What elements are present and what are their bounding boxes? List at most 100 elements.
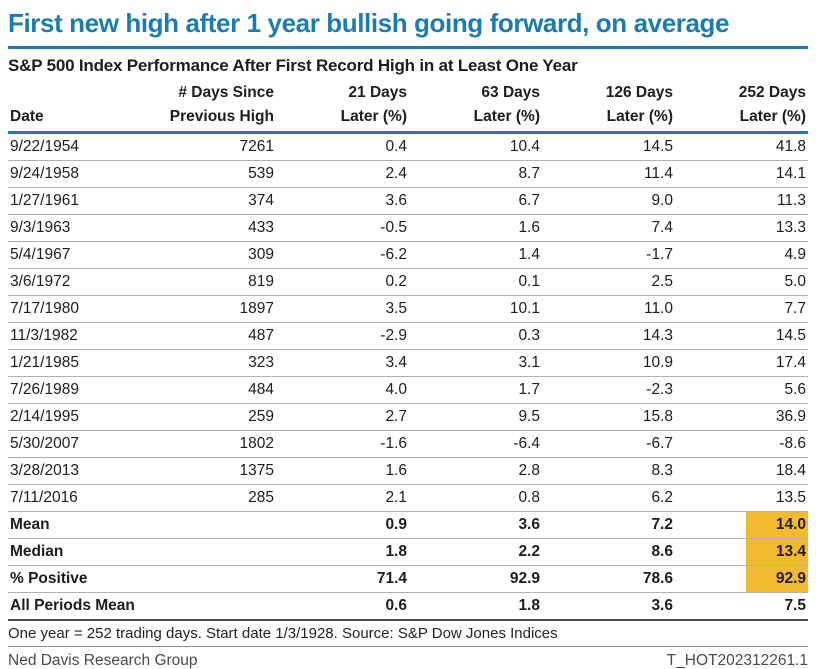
value-cell: 14.1 (675, 160, 808, 188)
value-cell: 4.9 (675, 241, 808, 269)
table-row: 1/27/1961 374 3.6 6.7 9.0 11.3 (8, 187, 808, 215)
value-cell: 6.2 (542, 484, 675, 512)
col-header-21d-top: 21 Days (348, 84, 407, 101)
value-cell: 5.0 (675, 268, 808, 296)
date-cell: 9/22/1954 (8, 132, 146, 161)
value-cell: -1.7 (542, 241, 675, 269)
date-cell: 11/3/1982 (8, 322, 146, 350)
value-cell: 285 (146, 484, 276, 512)
value-cell: 2.7 (276, 403, 409, 431)
value-cell: 2.5 (542, 268, 675, 296)
page-title: First new high after 1 year bullish goin… (8, 8, 730, 38)
value-cell: 4.0 (276, 376, 409, 404)
footnote: One year = 252 trading days. Start date … (8, 621, 808, 647)
value-cell: -6.7 (542, 430, 675, 458)
summary-value-cell: 2.2 (409, 538, 542, 566)
value-cell: -2.9 (276, 322, 409, 350)
table-row: 2/14/1995 259 2.7 9.5 15.8 36.9 (8, 403, 808, 431)
date-cell: 3/6/1972 (8, 268, 146, 296)
value-cell: 8.7 (409, 160, 542, 188)
value-cell: 0.1 (409, 268, 542, 296)
footer: Ned Davis Research Group T_HOT202312261.… (8, 647, 808, 669)
value-cell: 13.3 (675, 214, 808, 242)
summary-row: Median 1.8 2.2 8.6 13.4 (8, 538, 808, 566)
table-row: 9/3/1963 433 -0.5 1.6 7.4 13.3 (8, 214, 808, 242)
value-cell: -1.6 (276, 430, 409, 458)
value-cell: 3.1 (409, 349, 542, 377)
value-cell: 259 (146, 403, 276, 431)
value-cell: 17.4 (675, 349, 808, 377)
summary-value-cell: 92.9 (409, 565, 542, 593)
value-cell: 36.9 (675, 403, 808, 431)
value-cell: 1.7 (409, 376, 542, 404)
value-cell: 14.3 (542, 322, 675, 350)
value-cell: 3.4 (276, 349, 409, 377)
table-row: 7/17/1980 1897 3.5 10.1 11.0 7.7 (8, 295, 808, 323)
value-cell: 14.5 (675, 322, 808, 350)
value-cell: 433 (146, 214, 276, 242)
value-cell: 11.3 (675, 187, 808, 215)
value-cell: 13.5 (675, 484, 808, 512)
header-row-1: # Days Since 21 Days 63 Days 126 Days 25… (8, 80, 808, 104)
table-header: # Days Since 21 Days 63 Days 126 Days 25… (8, 80, 808, 134)
table-row: 3/28/2013 1375 1.6 2.8 8.3 18.4 (8, 457, 808, 485)
value-cell: 309 (146, 241, 276, 269)
col-header-63d-top: 63 Days (481, 84, 540, 101)
value-cell: 1375 (146, 457, 276, 485)
summary-value-cell: 1.8 (409, 592, 542, 621)
value-cell: -0.5 (276, 214, 409, 242)
value-cell: 15.8 (542, 403, 675, 431)
value-cell: 18.4 (675, 457, 808, 485)
table-title: S&P 500 Index Performance After First Re… (8, 56, 578, 75)
value-cell: 11.4 (542, 160, 675, 188)
summary-value-cell: 78.6 (542, 565, 675, 593)
summary-value-cell: 0.6 (276, 592, 409, 621)
summary-value-cell: 7.5 (675, 592, 808, 621)
summary-value-cell: 3.6 (409, 511, 542, 539)
summary-value-cell: 1.8 (276, 538, 409, 566)
footer-chart-id: T_HOT202312261.1 (666, 652, 808, 669)
value-cell: 9.0 (542, 187, 675, 215)
value-cell: 3.5 (276, 295, 409, 323)
value-cell: 1.6 (409, 214, 542, 242)
value-cell: 2.8 (409, 457, 542, 485)
value-cell: 0.8 (409, 484, 542, 512)
value-cell: 6.7 (409, 187, 542, 215)
summary-value-cell: 3.6 (542, 592, 675, 621)
value-cell: 1802 (146, 430, 276, 458)
performance-table: # Days Since 21 Days 63 Days 126 Days 25… (8, 80, 808, 621)
value-cell: 1.6 (276, 457, 409, 485)
date-cell: 7/26/1989 (8, 376, 146, 404)
table-row: 7/26/1989 484 4.0 1.7 -2.3 5.6 (8, 376, 808, 404)
summary-label: All Periods Mean (8, 592, 146, 621)
date-cell: 1/27/1961 (8, 187, 146, 215)
table-body: 9/22/1954 7261 0.4 10.4 14.5 41.8 9/24/1958 539… (8, 132, 808, 621)
value-cell: -6.2 (276, 241, 409, 269)
table-row: 9/24/1958 539 2.4 8.7 11.4 14.1 (8, 160, 808, 188)
date-cell: 9/24/1958 (8, 160, 146, 188)
summary-value-cell: 8.6 (542, 538, 675, 566)
date-cell: 2/14/1995 (8, 403, 146, 431)
value-cell: -6.4 (409, 430, 542, 458)
value-cell: 7261 (146, 132, 276, 161)
summary-value-cell: 71.4 (276, 565, 409, 593)
value-cell: 0.2 (276, 268, 409, 296)
value-cell: 2.4 (276, 160, 409, 188)
footer-org: Ned Davis Research Group (8, 652, 198, 669)
value-cell: 374 (146, 187, 276, 215)
date-cell: 3/28/2013 (8, 457, 146, 485)
summary-value-cell (146, 565, 276, 593)
date-cell: 1/21/1985 (8, 349, 146, 377)
summary-value-cell (146, 511, 276, 539)
value-cell: 2.1 (276, 484, 409, 512)
summary-value-cell: 14.0 (675, 511, 808, 539)
table-row: 11/3/1982 487 -2.9 0.3 14.3 14.5 (8, 322, 808, 350)
table-row: 9/22/1954 7261 0.4 10.4 14.5 41.8 (8, 132, 808, 161)
value-cell: 0.4 (276, 132, 409, 161)
table-row: 7/11/2016 285 2.1 0.8 6.2 13.5 (8, 484, 808, 512)
header-row-2: Date Previous High Later (%) Later (%) L… (8, 104, 808, 134)
col-header-date: Date (8, 104, 146, 134)
col-header-252d-top: 252 Days (738, 84, 806, 101)
value-cell: 539 (146, 160, 276, 188)
